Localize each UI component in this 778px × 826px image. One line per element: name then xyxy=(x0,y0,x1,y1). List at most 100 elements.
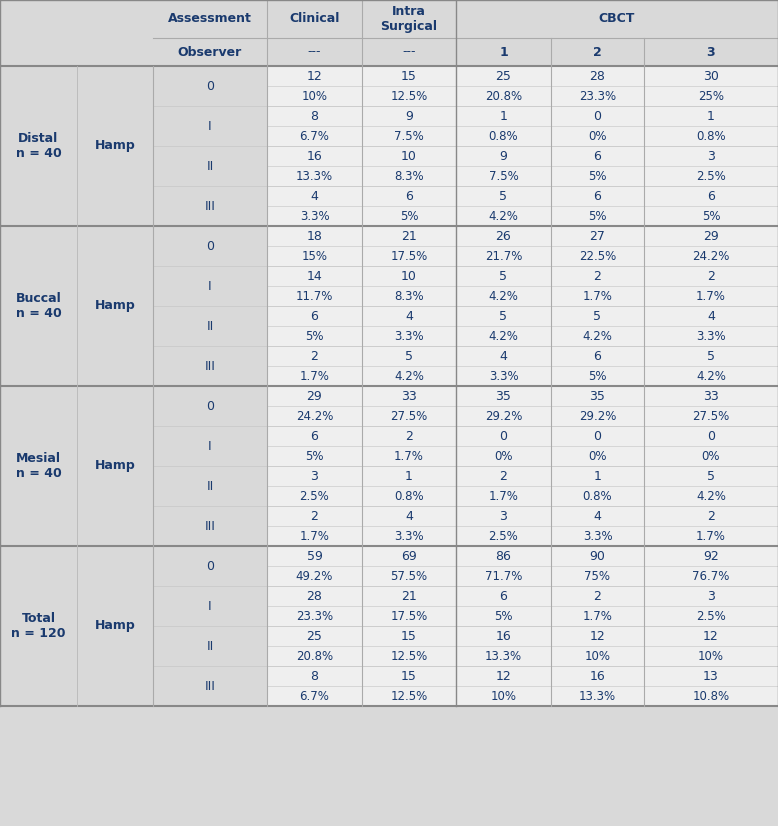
Text: 9: 9 xyxy=(405,110,413,122)
Text: 2.5%: 2.5% xyxy=(489,529,518,543)
Bar xyxy=(77,226,153,386)
Text: 5%: 5% xyxy=(702,210,720,222)
Bar xyxy=(153,506,267,546)
Bar xyxy=(0,66,77,226)
Text: 12.5%: 12.5% xyxy=(391,649,428,662)
Text: 1: 1 xyxy=(594,469,601,482)
Text: 0%: 0% xyxy=(494,449,513,463)
Text: 3: 3 xyxy=(707,590,715,602)
Text: 8.3%: 8.3% xyxy=(394,289,424,302)
Text: Assessment: Assessment xyxy=(168,12,252,26)
Text: 3.3%: 3.3% xyxy=(696,330,726,343)
Text: 10%: 10% xyxy=(302,89,328,102)
Text: 7.5%: 7.5% xyxy=(489,169,518,183)
Text: 2: 2 xyxy=(593,45,602,59)
Text: 3: 3 xyxy=(499,510,507,523)
Text: 14: 14 xyxy=(307,269,322,282)
Text: 2: 2 xyxy=(594,590,601,602)
Text: 1.7%: 1.7% xyxy=(394,449,424,463)
Text: 10.8%: 10.8% xyxy=(692,690,730,702)
Text: 33: 33 xyxy=(703,390,719,402)
Text: 29: 29 xyxy=(307,390,322,402)
Text: 1.7%: 1.7% xyxy=(583,610,612,623)
Text: III: III xyxy=(205,200,216,212)
Text: 0: 0 xyxy=(206,79,214,93)
Text: 4.2%: 4.2% xyxy=(394,369,424,382)
Text: 57.5%: 57.5% xyxy=(391,569,428,582)
Text: 10%: 10% xyxy=(490,690,517,702)
Text: CBCT: CBCT xyxy=(599,12,635,26)
Text: 29.2%: 29.2% xyxy=(579,410,616,423)
Text: 25: 25 xyxy=(307,629,322,643)
Bar xyxy=(0,386,77,546)
Text: III: III xyxy=(205,359,216,373)
Text: 16: 16 xyxy=(496,629,511,643)
Text: 20.8%: 20.8% xyxy=(485,89,522,102)
Text: II: II xyxy=(206,639,214,653)
Text: 28: 28 xyxy=(590,69,605,83)
Text: 0.8%: 0.8% xyxy=(583,490,612,502)
Text: 0: 0 xyxy=(206,400,214,412)
Text: 5: 5 xyxy=(499,269,507,282)
Text: 1.7%: 1.7% xyxy=(300,369,329,382)
Text: 1.7%: 1.7% xyxy=(489,490,518,502)
Text: 2.5%: 2.5% xyxy=(696,610,726,623)
Text: Mesial
n = 40: Mesial n = 40 xyxy=(16,452,61,480)
Text: 12: 12 xyxy=(307,69,322,83)
Bar xyxy=(153,146,267,186)
Text: 1.7%: 1.7% xyxy=(696,289,726,302)
Text: III: III xyxy=(205,680,216,692)
Text: 86: 86 xyxy=(496,549,511,563)
Text: 12: 12 xyxy=(590,629,605,643)
Text: 4.2%: 4.2% xyxy=(696,490,726,502)
Bar xyxy=(153,626,267,666)
Bar xyxy=(0,0,778,38)
Text: Observer: Observer xyxy=(178,45,242,59)
Text: 6.7%: 6.7% xyxy=(300,130,329,143)
Bar xyxy=(153,546,267,586)
Text: 4: 4 xyxy=(310,189,318,202)
Text: 17.5%: 17.5% xyxy=(391,249,428,263)
Text: 0.8%: 0.8% xyxy=(394,490,424,502)
Text: 23.3%: 23.3% xyxy=(296,610,333,623)
Text: 3.3%: 3.3% xyxy=(583,529,612,543)
Text: 21: 21 xyxy=(401,590,417,602)
Bar xyxy=(77,546,153,706)
Text: Hamp: Hamp xyxy=(95,620,135,633)
Text: 6: 6 xyxy=(594,150,601,163)
Text: 13.3%: 13.3% xyxy=(579,690,616,702)
Text: 6: 6 xyxy=(310,310,318,322)
Text: 5%: 5% xyxy=(588,369,607,382)
Text: 5: 5 xyxy=(499,310,507,322)
Bar xyxy=(0,38,778,66)
Bar xyxy=(153,386,778,546)
Text: 29: 29 xyxy=(703,230,719,243)
Text: I: I xyxy=(209,600,212,613)
Text: 0: 0 xyxy=(594,110,601,122)
Text: 0%: 0% xyxy=(702,449,720,463)
Text: 5%: 5% xyxy=(494,610,513,623)
Text: 16: 16 xyxy=(307,150,322,163)
Text: 7.5%: 7.5% xyxy=(394,130,424,143)
Bar xyxy=(153,186,267,226)
Bar xyxy=(153,426,267,466)
Text: 25: 25 xyxy=(496,69,511,83)
Text: 12.5%: 12.5% xyxy=(391,89,428,102)
Text: 9: 9 xyxy=(499,150,507,163)
Text: 27.5%: 27.5% xyxy=(391,410,428,423)
Text: 3: 3 xyxy=(310,469,318,482)
Bar xyxy=(153,226,267,266)
Text: 4.2%: 4.2% xyxy=(696,369,726,382)
Text: 27: 27 xyxy=(590,230,605,243)
Text: 0: 0 xyxy=(206,240,214,253)
Text: 3.3%: 3.3% xyxy=(300,210,329,222)
Bar xyxy=(153,66,778,226)
Text: 24.2%: 24.2% xyxy=(296,410,333,423)
Text: 5%: 5% xyxy=(400,210,419,222)
Text: ---: --- xyxy=(402,45,415,59)
Text: 29.2%: 29.2% xyxy=(485,410,522,423)
Text: II: II xyxy=(206,159,214,173)
Text: 6: 6 xyxy=(594,189,601,202)
Text: II: II xyxy=(206,480,214,492)
Text: 13: 13 xyxy=(703,670,719,682)
